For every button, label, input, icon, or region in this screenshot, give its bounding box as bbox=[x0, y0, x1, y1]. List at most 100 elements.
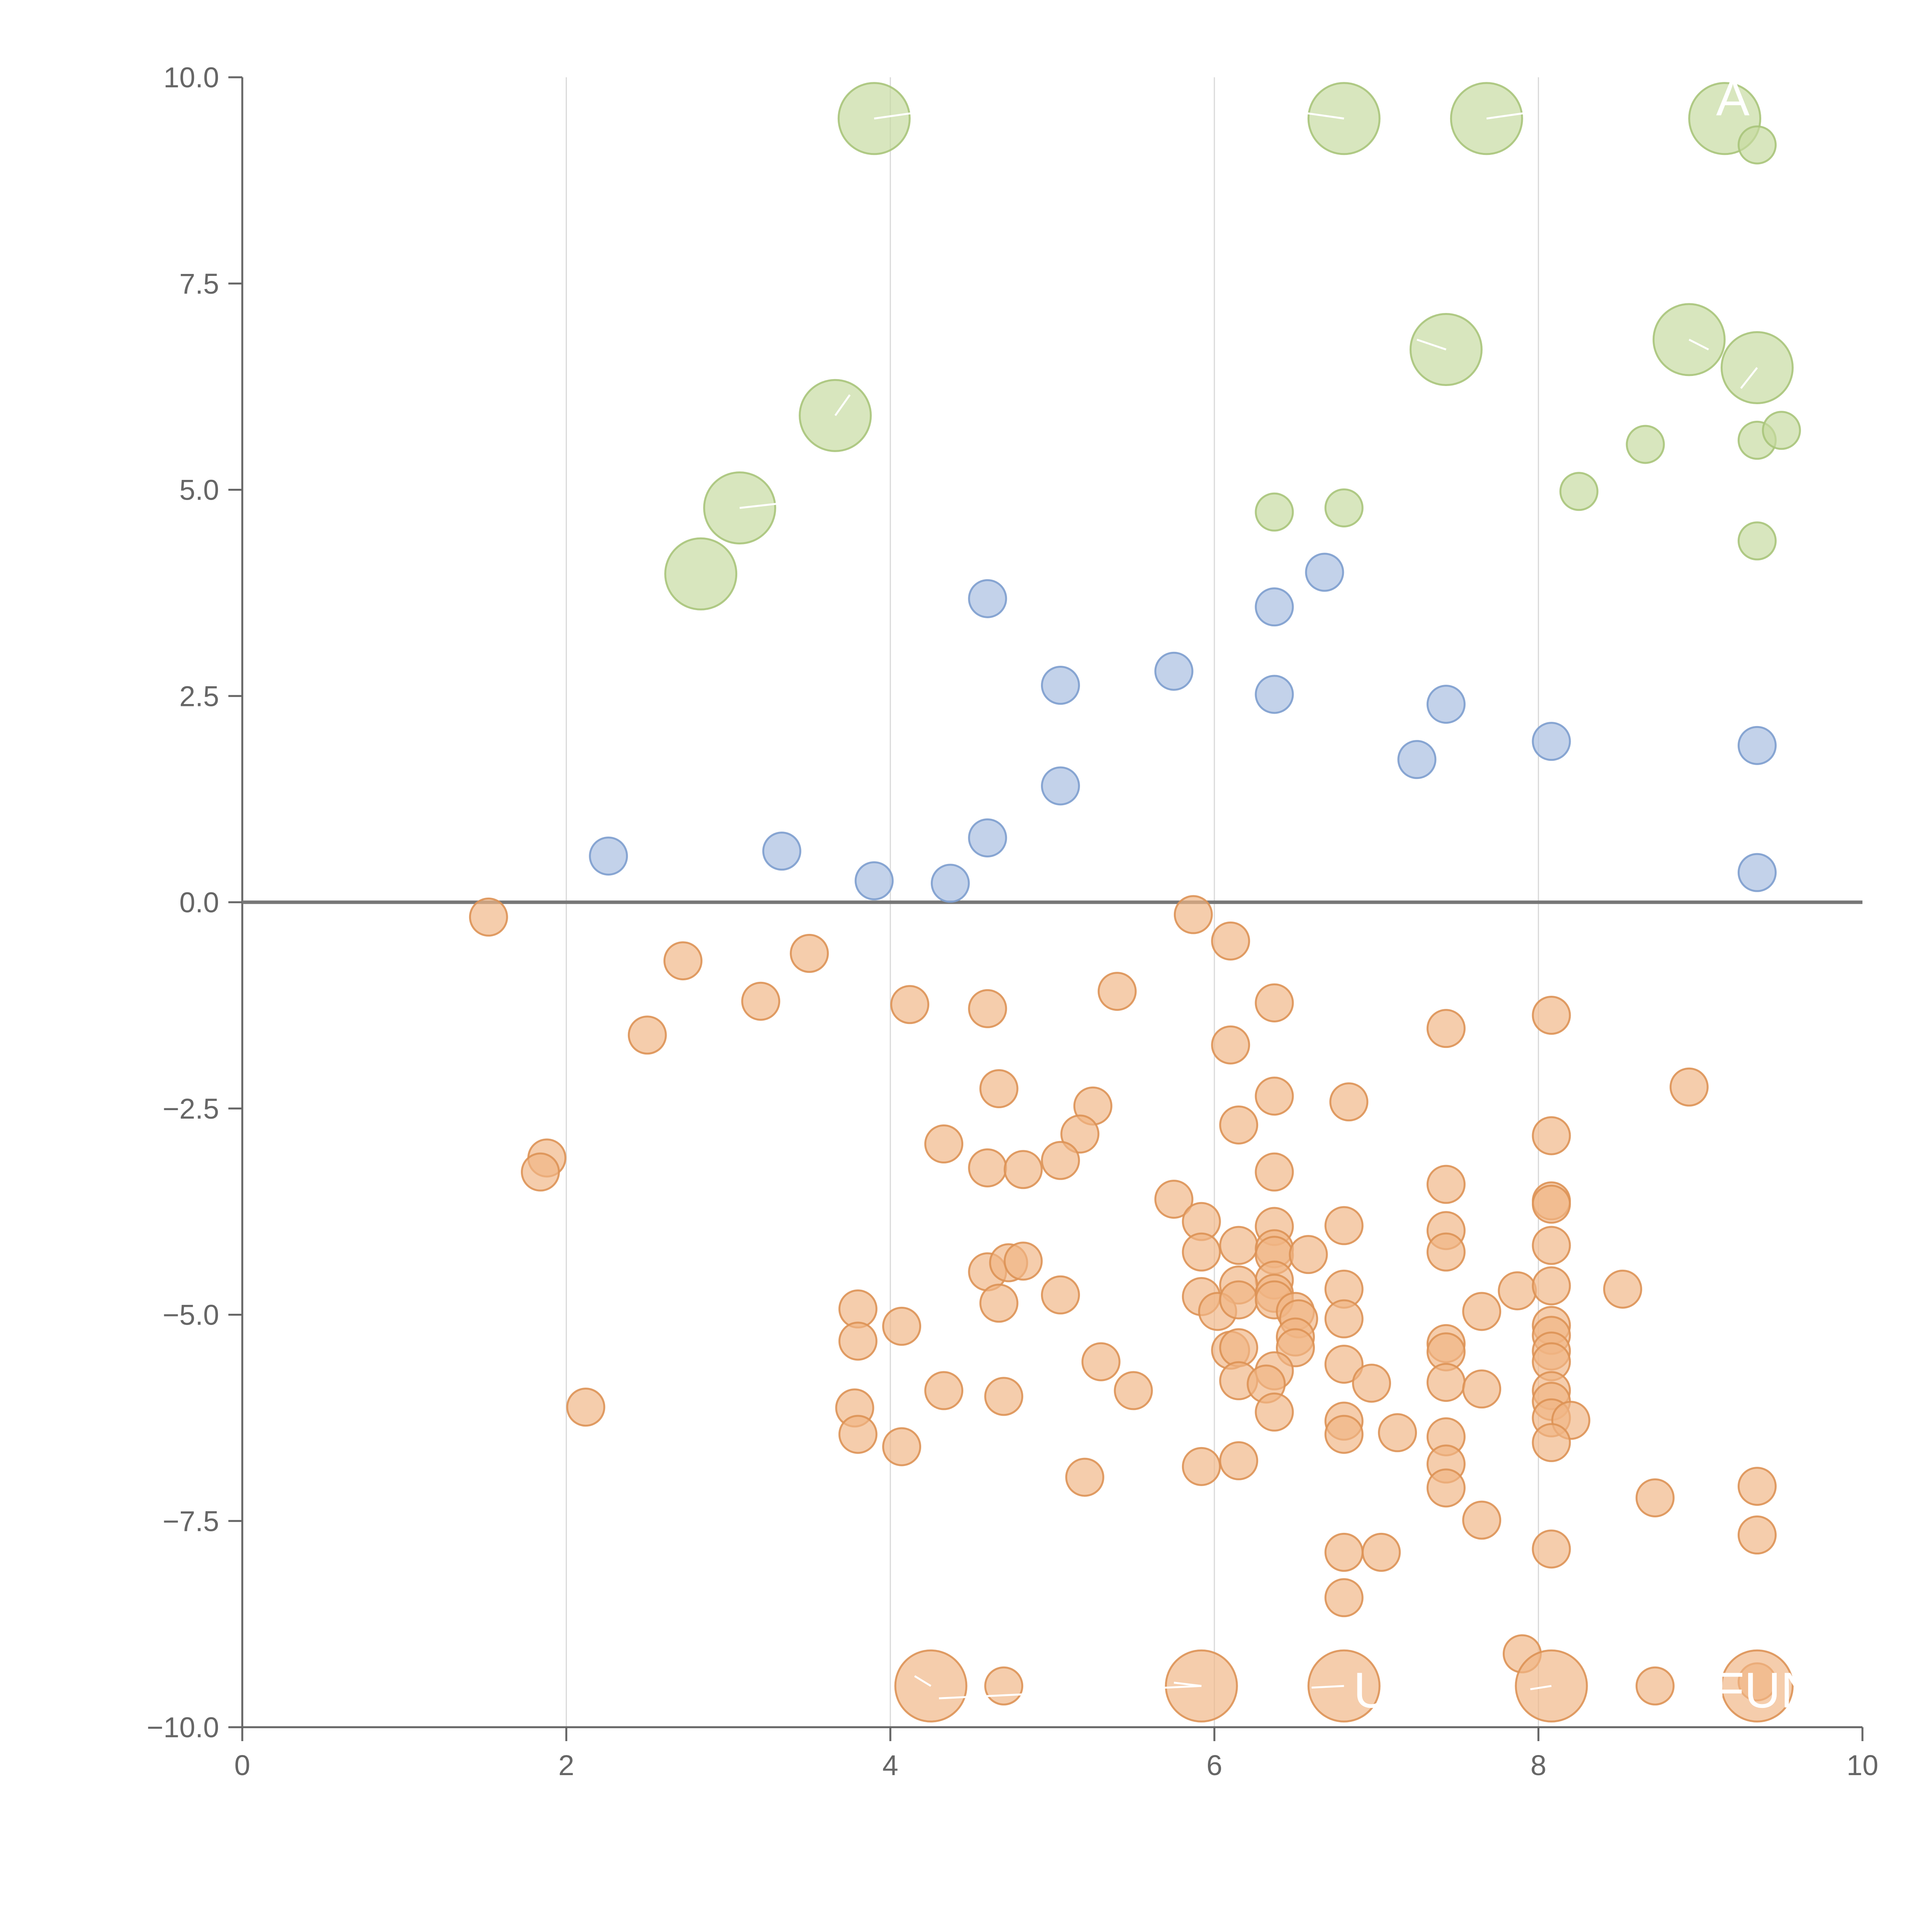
orange-bubble bbox=[1532, 1529, 1571, 1569]
orange-bubble bbox=[1041, 1275, 1080, 1315]
orange-bubble bbox=[838, 1321, 878, 1361]
orange-bubble bbox=[1462, 1369, 1502, 1409]
orange-bubble bbox=[1737, 1467, 1777, 1506]
orange-bubble bbox=[1255, 1152, 1294, 1192]
bubble-annotation-label: A bbox=[1716, 70, 1750, 126]
orange-bubble bbox=[1182, 1232, 1221, 1272]
blue-bubble bbox=[1737, 726, 1777, 765]
x-tick-label: 10 bbox=[1847, 1749, 1878, 1781]
blue-bubble bbox=[1255, 675, 1294, 714]
orange-bubble bbox=[1255, 1077, 1294, 1116]
bubble-layer bbox=[469, 82, 1801, 1723]
orange-bubble bbox=[1219, 1280, 1259, 1320]
orange-bubble bbox=[1462, 1292, 1502, 1331]
orange-bubble bbox=[663, 941, 702, 981]
orange-bubble bbox=[1603, 1269, 1642, 1309]
orange-bubble bbox=[1211, 921, 1250, 961]
blue-bubble bbox=[968, 818, 1007, 857]
orange-bubble bbox=[968, 1148, 1007, 1187]
annotation-layer: A U FUN bbox=[739, 70, 1817, 1718]
orange-bubble bbox=[1324, 1206, 1364, 1245]
orange-bubble bbox=[1426, 1165, 1466, 1204]
label-leader-line bbox=[1740, 367, 1758, 389]
orange-bubble bbox=[1532, 1116, 1571, 1155]
blue-bubble bbox=[1041, 766, 1080, 806]
blue-bubble bbox=[930, 864, 970, 903]
green-bubble bbox=[1626, 425, 1665, 464]
blue-bubble bbox=[589, 836, 628, 876]
orange-bubble bbox=[1097, 972, 1137, 1011]
orange-bubble bbox=[1378, 1413, 1417, 1452]
label-leader-line bbox=[1417, 338, 1447, 350]
orange-bubble bbox=[1173, 895, 1213, 934]
x-tick-label: 8 bbox=[1531, 1749, 1546, 1781]
orange-bubble bbox=[984, 1377, 1024, 1416]
y-tick-label: −10.0 bbox=[147, 1711, 219, 1743]
axes-layer: −10.0 −7.5 −5.0 −2.5 0.0 2.5 5.0 7.5 10.0 0 2 4 6 8 10 bbox=[147, 61, 1878, 1781]
label-leader-line bbox=[874, 112, 915, 120]
orange-bubble bbox=[1532, 1266, 1571, 1306]
y-tick-label: 5.0 bbox=[179, 474, 219, 506]
blue-bubble bbox=[1154, 651, 1194, 691]
x-tick-label: 4 bbox=[883, 1749, 898, 1781]
blue-bubble bbox=[1255, 587, 1294, 627]
green-bubble bbox=[1324, 488, 1364, 527]
orange-bubble bbox=[566, 1388, 605, 1427]
orange-bubble bbox=[1324, 1532, 1364, 1572]
orange-bubble bbox=[790, 934, 829, 973]
orange-bubble bbox=[924, 1371, 964, 1410]
blue-bubble bbox=[1397, 740, 1437, 779]
orange-bubble bbox=[924, 1124, 964, 1164]
orange-bubble bbox=[1669, 1067, 1709, 1107]
orange-bubble bbox=[979, 1284, 1019, 1323]
orange-bubble bbox=[1154, 1180, 1194, 1219]
orange-bubble bbox=[1324, 1415, 1364, 1454]
orange-bubble bbox=[890, 985, 930, 1024]
orange-bubble bbox=[1329, 1082, 1369, 1122]
blue-bubble bbox=[968, 579, 1007, 618]
green-bubble bbox=[1559, 472, 1599, 511]
label-leader-line bbox=[1173, 1682, 1202, 1687]
orange-bubble bbox=[979, 1069, 1019, 1109]
label-leader-line bbox=[1303, 112, 1344, 120]
blue-bubble bbox=[1426, 685, 1466, 724]
orange-bubble bbox=[1060, 1114, 1100, 1154]
blue-bubble bbox=[854, 861, 894, 900]
label-leader-line bbox=[1689, 338, 1709, 350]
orange-bubble bbox=[968, 989, 1007, 1028]
label-leader-line bbox=[834, 394, 851, 416]
orange-bubble bbox=[1720, 1649, 1794, 1723]
orange-bubble bbox=[628, 1015, 667, 1055]
x-tick-label: 0 bbox=[234, 1749, 250, 1781]
orange-bubble bbox=[1219, 1105, 1259, 1145]
orange-bubble bbox=[1515, 1649, 1588, 1723]
y-tick-label: 10.0 bbox=[163, 61, 219, 94]
orange-bubble bbox=[1065, 1458, 1104, 1497]
orange-bubble bbox=[1219, 1441, 1259, 1480]
y-tick-label: −2.5 bbox=[163, 1093, 219, 1125]
y-tick-label: 2.5 bbox=[179, 680, 219, 712]
orange-bubble bbox=[741, 981, 781, 1021]
orange-bubble bbox=[1426, 1232, 1466, 1272]
orange-bubble bbox=[1255, 983, 1294, 1022]
orange-bubble bbox=[984, 1666, 1024, 1706]
orange-bubble bbox=[1462, 1500, 1502, 1540]
orange-bubble bbox=[882, 1306, 922, 1346]
orange-bubble bbox=[1255, 1392, 1294, 1432]
orange-bubble bbox=[469, 897, 508, 937]
y-tick-label: 0.0 bbox=[179, 886, 219, 918]
orange-bubble bbox=[1532, 1226, 1571, 1265]
label-leader-line bbox=[914, 1675, 932, 1687]
blue-bubble bbox=[1532, 722, 1571, 761]
bubble-annotation-label: U bbox=[1354, 1662, 1390, 1718]
blue-bubble bbox=[1305, 553, 1344, 592]
green-bubble bbox=[1762, 411, 1801, 450]
green-bubble bbox=[1255, 492, 1294, 532]
y-tick-label: −7.5 bbox=[163, 1505, 219, 1537]
green-bubble bbox=[664, 537, 738, 611]
orange-bubble bbox=[1219, 1328, 1259, 1367]
orange-bubble bbox=[1532, 995, 1571, 1035]
y-tick-label: 7.5 bbox=[179, 268, 219, 300]
orange-bubble bbox=[1114, 1371, 1153, 1410]
